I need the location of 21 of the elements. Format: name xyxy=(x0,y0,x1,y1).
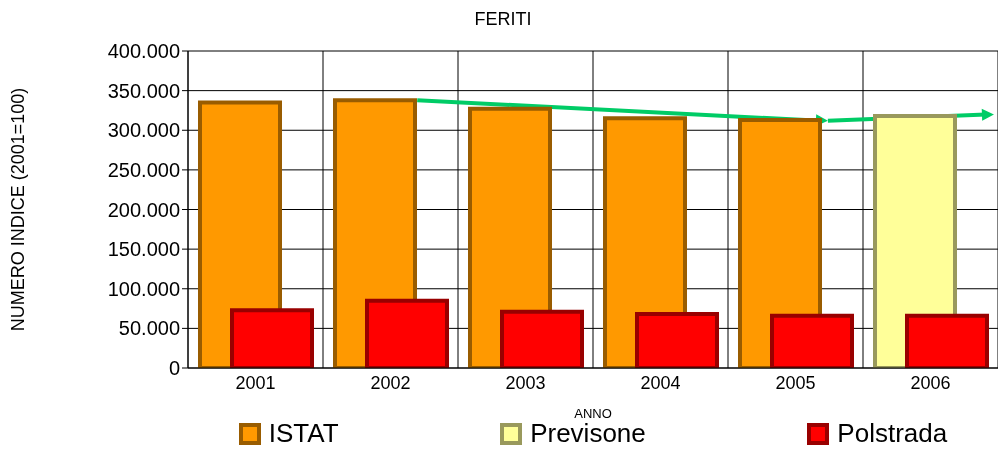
y-tick-label: 400.000 xyxy=(107,40,180,63)
y-tick-label: 300.000 xyxy=(107,119,180,142)
legend-label: Previsone xyxy=(530,418,646,449)
legend-label: Polstrada xyxy=(837,418,948,449)
x-tick-label: 2001 xyxy=(235,372,276,393)
y-tick-label: 150.000 xyxy=(107,238,180,261)
x-tick-label: 2002 xyxy=(370,372,411,393)
y-tick-label: 50.000 xyxy=(118,317,180,340)
x-tick-label: 2003 xyxy=(505,372,546,393)
y-axis-title: NUMERO INDICE (2001=100) xyxy=(8,87,29,332)
x-tick-label: 2005 xyxy=(775,372,816,393)
chart-title: FERITI xyxy=(473,8,533,31)
x-tick-label: 2004 xyxy=(640,372,681,393)
legend-label: ISTAT xyxy=(268,418,339,449)
y-tick-label: 250.000 xyxy=(107,158,180,181)
y-tick-label: 200.000 xyxy=(107,198,180,221)
x-tick-label: 2006 xyxy=(910,372,951,393)
y-tick-label: 350.000 xyxy=(107,79,180,102)
y-tick-label: 0 xyxy=(168,357,180,380)
y-tick-label: 100.000 xyxy=(107,277,180,300)
x-axis-title: ANNO xyxy=(574,406,612,421)
